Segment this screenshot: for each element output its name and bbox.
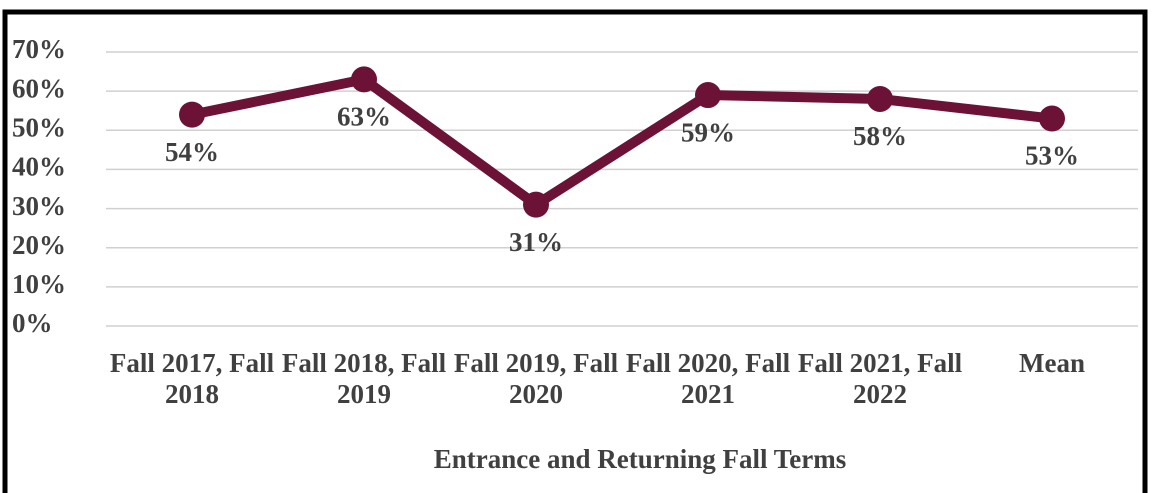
marker (351, 66, 377, 93)
data-label: 53% (1025, 141, 1079, 171)
y-tick-label: 20% (12, 230, 66, 260)
data-label: 54% (165, 137, 219, 167)
x-tick-label: Fall 2017, Fall 2018 (109, 348, 275, 409)
y-tick-label: 0% (12, 308, 53, 338)
data-label: 59% (681, 117, 735, 147)
y-tick-label: 60% (12, 73, 66, 103)
data-label: 31% (509, 227, 563, 257)
marker (867, 85, 893, 112)
marker (179, 101, 205, 128)
y-tick-label: 30% (12, 191, 66, 221)
x-tick-label: Fall 2019, Fall 2020 (453, 348, 619, 409)
y-tick-label: 50% (12, 112, 66, 142)
y-tick-label: 40% (12, 152, 66, 182)
x-tick-label: Fall 2021, Fall 2022 (797, 348, 963, 409)
y-tick-label: 70% (12, 34, 66, 64)
x-tick-label: Fall 2018, Fall 2019 (281, 348, 447, 409)
x-axis-title: Entrance and Returning Fall Terms (433, 444, 847, 474)
y-tick-label: 10% (12, 269, 66, 299)
frame (2, 9, 1148, 493)
line (190, 74, 1053, 210)
x-tick-label: Fall 2020, Fall 2021 (625, 348, 791, 409)
marker (523, 191, 549, 218)
data-label: 58% (853, 121, 907, 151)
x-tick-label: Mean (1019, 348, 1085, 378)
marker (1039, 105, 1065, 132)
marker (695, 82, 721, 109)
data-label: 63% (337, 102, 391, 132)
